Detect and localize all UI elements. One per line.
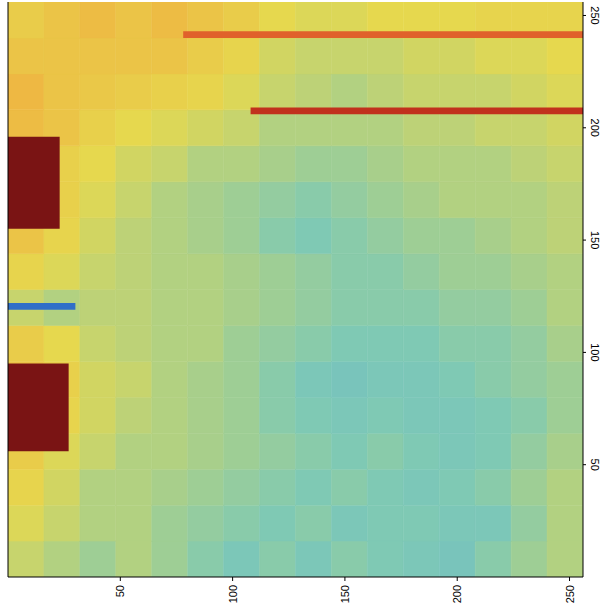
svg-text:50: 50	[589, 459, 601, 471]
svg-text:200: 200	[451, 585, 463, 603]
svg-text:250: 250	[589, 6, 601, 24]
svg-text:150: 150	[589, 231, 601, 249]
svg-text:250: 250	[564, 585, 576, 603]
svg-text:150: 150	[339, 585, 351, 603]
svg-text:100: 100	[589, 343, 601, 361]
svg-text:50: 50	[114, 585, 126, 597]
svg-text:200: 200	[589, 119, 601, 137]
svg-text:100: 100	[227, 585, 239, 603]
